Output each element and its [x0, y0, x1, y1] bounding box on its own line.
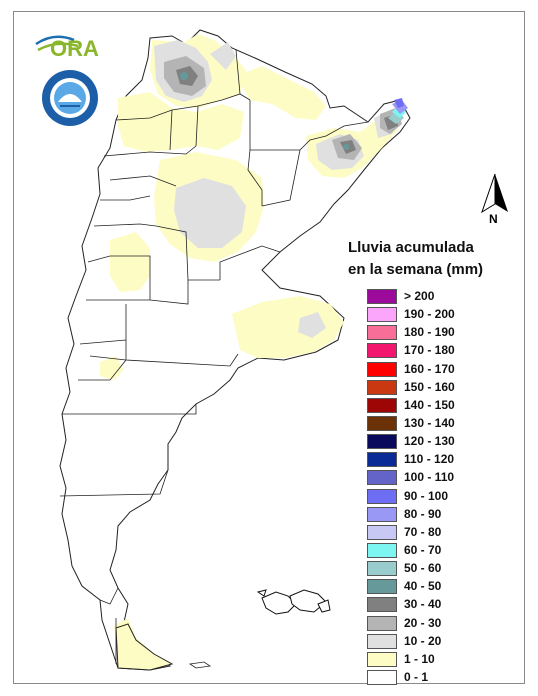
legend-swatch	[367, 579, 397, 595]
legend-swatch	[367, 669, 397, 685]
legend-swatch	[367, 506, 397, 522]
smn-seal-graphic	[42, 70, 98, 126]
legend-title: Lluvia acumulada en la semana (mm)	[348, 237, 518, 281]
legend-swatch	[367, 415, 397, 431]
legend-label: 180 - 190	[404, 325, 455, 340]
legend-swatch	[367, 325, 397, 341]
legend-swatch	[367, 597, 397, 613]
legend-label: 70 - 80	[404, 524, 442, 539]
legend-swatch	[367, 488, 397, 504]
legend-label: 160 - 170	[404, 361, 455, 376]
legend-label: 130 - 140	[404, 415, 455, 430]
rain-zone-70-100	[392, 98, 408, 114]
north-label: N	[489, 212, 498, 226]
legend-label: 0 - 1	[404, 669, 429, 684]
legend-label: 80 - 90	[404, 506, 442, 521]
tierra-del-fuego	[115, 623, 174, 671]
legend-swatch	[367, 615, 397, 631]
legend-swatch	[367, 651, 397, 667]
legend-label: 60 - 70	[404, 542, 442, 557]
legend-swatch	[367, 397, 397, 413]
legend-label: 40 - 50	[404, 579, 442, 594]
legend-label: 170 - 180	[404, 343, 455, 358]
legend-swatch	[367, 452, 397, 468]
legend-swatch	[367, 561, 397, 577]
ora-logo-graphic: ORA	[35, 35, 99, 61]
legend-label: 50 - 60	[404, 561, 442, 576]
legend-label: 30 - 40	[404, 597, 442, 612]
legend-label: 90 - 100	[404, 488, 449, 503]
legend-label: 120 - 130	[404, 434, 455, 449]
legend-title-line2: en la semana (mm)	[348, 261, 484, 278]
legend-swatch	[367, 289, 397, 304]
legend-label: 190 - 200	[404, 307, 455, 322]
legend-swatch	[367, 379, 397, 395]
legend-swatch	[367, 361, 397, 377]
argentina-outline	[59, 29, 411, 671]
isla-estados	[188, 661, 212, 669]
ora-logo: ORA	[34, 30, 104, 65]
legend-swatch	[367, 307, 397, 323]
malvinas-islands	[256, 589, 331, 615]
legend-swatch	[367, 470, 397, 486]
legend-swatch	[367, 633, 397, 649]
ora-logo-text: ORA	[50, 36, 99, 60]
legend-swatch	[367, 434, 397, 450]
legend-label: 10 - 20	[404, 633, 442, 648]
legend-title-line1: Lluvia acumulada	[348, 239, 474, 256]
legend-label: 110 - 120	[404, 452, 455, 467]
legend-label: 140 - 150	[404, 397, 455, 412]
legend-label: 100 - 110	[404, 470, 455, 485]
legend-swatch	[367, 343, 397, 359]
legend-label: 150 - 160	[404, 379, 455, 394]
smn-logo	[40, 68, 100, 128]
legend-label: > 200	[404, 289, 435, 303]
province-borders	[59, 49, 369, 664]
rain-zone-1-10	[100, 34, 398, 668]
north-arrow-icon	[481, 173, 508, 214]
legend-label: 1 - 10	[404, 651, 435, 666]
legend-swatch	[367, 524, 397, 540]
legend-swatch	[367, 542, 397, 558]
legend-label: 20 - 30	[404, 615, 442, 630]
